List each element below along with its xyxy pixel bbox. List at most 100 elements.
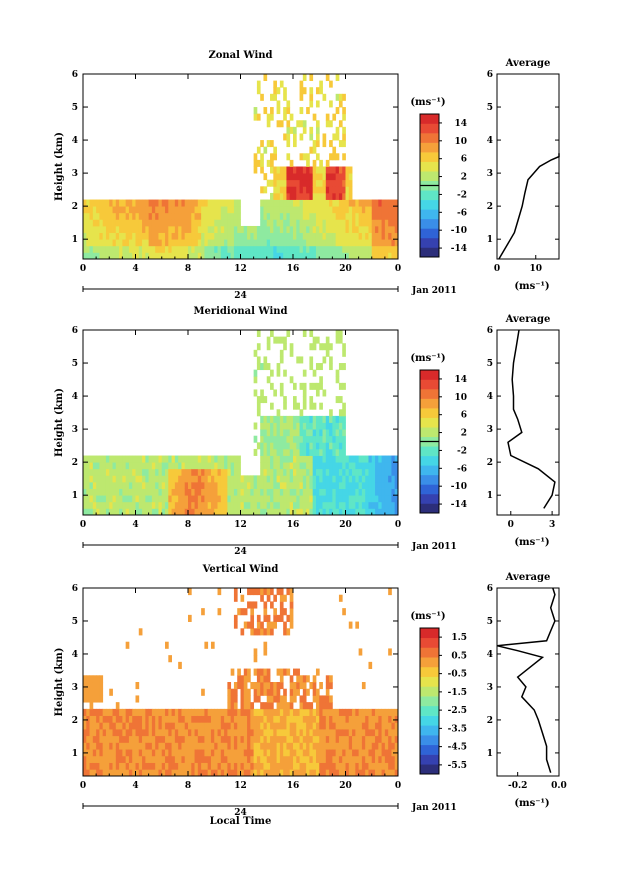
heatmap-cell	[289, 501, 294, 509]
heatmap-cell	[289, 682, 294, 690]
heatmap-cell	[266, 475, 271, 483]
heatmap-cell	[315, 468, 320, 476]
heatmap-cell	[214, 742, 218, 750]
heatmap-cell	[128, 735, 133, 743]
heatmap-cell	[109, 735, 113, 743]
heatmap-cell	[197, 455, 202, 463]
heatmap-cell	[384, 206, 389, 214]
heatmap-cell	[142, 742, 146, 750]
heatmap-cell	[263, 219, 268, 227]
heatmap-cell	[253, 389, 258, 397]
heatmap-cell	[174, 252, 179, 260]
heatmap-cell	[378, 462, 382, 470]
heatmap-cell	[178, 212, 182, 220]
heatmap-cell	[99, 206, 104, 214]
heatmap-cell	[145, 212, 150, 220]
heatmap-cell	[132, 212, 136, 220]
heatmap-cell	[266, 435, 271, 443]
heatmap-cell	[388, 495, 392, 503]
heatmap-cell	[112, 729, 117, 737]
heatmap-cell	[102, 219, 107, 227]
heatmap-cell	[86, 715, 90, 723]
heatmap-cell	[207, 239, 212, 247]
heatmap-cell	[289, 212, 294, 220]
heatmap-cell	[256, 508, 261, 516]
heatmap-cell	[237, 501, 241, 509]
heatmap-cell	[279, 682, 284, 690]
heatmap-cell	[309, 442, 314, 450]
heatmap-cell	[342, 113, 346, 121]
heatmap-cell	[309, 755, 314, 763]
heatmap-cell	[204, 755, 209, 763]
heatmap-cell	[299, 508, 304, 516]
heatmap-cell	[250, 245, 255, 253]
heatmap-cell	[289, 742, 294, 750]
heatmap-cell	[348, 481, 353, 489]
heatmap-cell	[289, 508, 294, 516]
heatmap-cell	[260, 675, 264, 683]
heatmap-cell	[312, 468, 317, 476]
heatmap-cell	[135, 462, 140, 470]
heatmap-cell	[161, 481, 166, 489]
heatmap-cell	[299, 245, 304, 253]
heatmap-cell	[365, 488, 369, 496]
heatmap-cell	[322, 140, 327, 148]
heatmap-cell	[335, 206, 340, 214]
heatmap-cell	[125, 769, 130, 777]
heatmap-cell	[309, 93, 314, 101]
heatmap-cell	[283, 206, 287, 214]
heatmap-cell	[286, 769, 291, 777]
heatmap-cell	[250, 614, 255, 622]
heatmap-cell	[168, 762, 172, 770]
heatmap-cell	[342, 140, 346, 148]
heatmap-cell	[283, 468, 287, 476]
heatmap-cell	[233, 594, 238, 602]
heatmap-cell	[132, 481, 136, 489]
heatmap-cell	[148, 245, 153, 253]
heatmap-cell	[233, 481, 238, 489]
heatmap-cell	[342, 173, 346, 181]
heatmap-cell	[243, 239, 248, 247]
heatmap-cell	[266, 715, 271, 723]
heatmap-cell	[247, 675, 251, 683]
heatmap-cell	[151, 488, 156, 496]
heatmap-cell	[151, 462, 156, 470]
heatmap-cell	[250, 608, 255, 616]
average-title: Average	[505, 572, 551, 583]
heatmap-cell	[352, 762, 356, 770]
heatmap-cell	[184, 742, 189, 750]
heatmap-cell	[197, 245, 202, 253]
heatmap-cell	[220, 455, 225, 463]
heatmap-cell	[161, 715, 166, 723]
heatmap-cell	[240, 475, 245, 483]
heatmap-cell	[283, 252, 287, 260]
heatmap-cell	[371, 501, 376, 509]
heatmap-cell	[256, 755, 261, 763]
heatmap-cell	[279, 206, 284, 214]
heatmap-cell	[319, 87, 323, 95]
heatmap-cell	[240, 769, 245, 777]
heatmap-cell	[188, 232, 192, 240]
heatmap-cell	[270, 192, 274, 200]
heatmap-cell	[325, 495, 330, 503]
heatmap-cell	[322, 462, 327, 470]
heatmap-cell	[99, 488, 104, 496]
heatmap-cell	[322, 186, 327, 194]
heatmap-cell	[89, 495, 94, 503]
heatmap-cell	[276, 107, 281, 115]
heatmap-cell	[286, 588, 291, 596]
avg-x-tick-label: 0	[494, 264, 500, 274]
heatmap-cell	[128, 501, 133, 509]
heatmap-cell	[352, 481, 356, 489]
heatmap-cell	[319, 225, 323, 233]
heatmap-cell	[142, 239, 146, 247]
heatmap-cell	[355, 481, 360, 489]
heatmap-cell	[270, 140, 274, 148]
heatmap-cell	[260, 508, 264, 516]
heatmap-cell	[135, 729, 140, 737]
heatmap-cell	[83, 682, 87, 690]
heatmap-cell	[263, 729, 268, 737]
heatmap-cell	[322, 356, 327, 364]
heatmap-cell	[253, 708, 258, 716]
heatmap-cell	[178, 475, 182, 483]
